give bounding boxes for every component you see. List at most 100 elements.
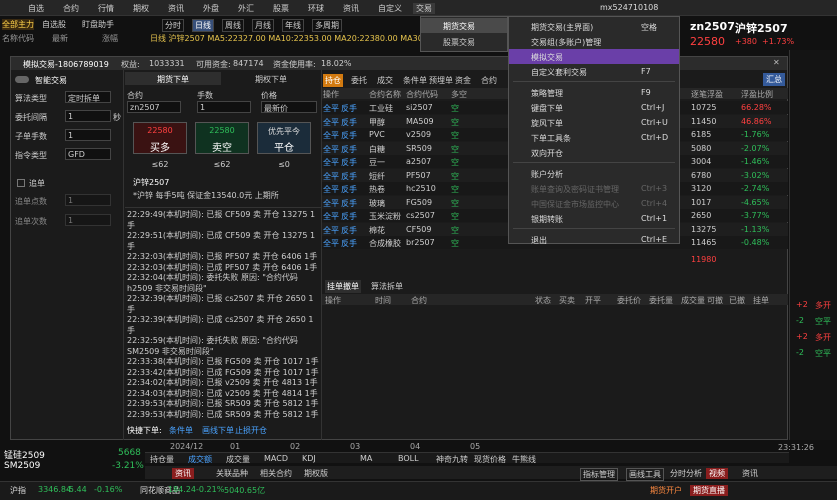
close-all-link[interactable]: 全平 — [323, 225, 339, 235]
position-tab[interactable]: 成交 — [377, 76, 393, 85]
indicator-tab[interactable]: 持仓量 — [150, 455, 174, 464]
status-link[interactable]: 期货直播 — [690, 485, 728, 496]
bottom-tab[interactable]: 期权版 — [304, 469, 328, 478]
bottom-tab[interactable]: 关联品种 — [216, 469, 248, 478]
reverse-link[interactable]: 反手 — [341, 198, 357, 208]
orders-tab[interactable]: 算法拆单 — [371, 282, 403, 291]
position-tab[interactable]: 资金 — [455, 76, 471, 85]
order-input[interactable]: 最新价 — [261, 101, 317, 113]
menu-item[interactable]: 交易 — [413, 3, 435, 14]
reverse-link[interactable]: 反手 — [341, 185, 357, 194]
period-tab[interactable]: 日线 — [192, 19, 214, 32]
order-input[interactable]: zn2507 — [127, 101, 181, 113]
close-all-link[interactable]: 全平 — [323, 158, 339, 167]
right-tab[interactable]: 分时分析 — [670, 469, 702, 478]
menu-option[interactable]: 银期转账 Ctrl+1 — [509, 211, 679, 226]
bottom-tab[interactable]: 资讯 — [172, 468, 194, 479]
menu-option[interactable]: 交易组(多账户)管理 — [509, 34, 679, 49]
close-all-link[interactable]: 全平 — [323, 171, 339, 181]
close-all-link[interactable]: 全平 — [323, 185, 339, 194]
period-tab[interactable]: 周线 — [222, 19, 244, 32]
menu-item[interactable]: 资讯 — [343, 4, 359, 13]
order-tab[interactable]: 期权下单 — [255, 75, 287, 84]
menu-option[interactable]: 中国保证金市场监控中心 Ctrl+4 — [509, 196, 679, 211]
right-tab[interactable]: 视频 — [706, 468, 728, 479]
menu-option[interactable]: 键盘下单 Ctrl+J — [509, 100, 679, 115]
toolbar-item[interactable]: 盯盘助手 — [82, 20, 114, 29]
period-tab[interactable]: 多周期 — [312, 19, 342, 32]
field-input[interactable]: 1 — [65, 129, 111, 141]
reverse-link[interactable]: 反手 — [341, 104, 357, 113]
menu-option[interactable]: 账户分析 — [509, 166, 679, 181]
indicator-tab[interactable]: 成交额 — [188, 455, 212, 464]
menu-option[interactable]: 旋风下单 Ctrl+U — [509, 115, 679, 130]
field-input[interactable]: 1 — [65, 214, 111, 226]
close-all-link[interactable]: 全平 — [323, 144, 339, 154]
reverse-link[interactable]: 反手 — [341, 212, 357, 221]
summary-button[interactable]: 汇总 — [763, 73, 785, 86]
order-button[interactable]: 优先平今 平仓 — [257, 122, 311, 154]
indicator-tab[interactable]: MA — [360, 454, 373, 463]
close-all-link[interactable]: 全平 — [323, 198, 339, 208]
bottom-tab[interactable]: 相关合约 — [260, 469, 292, 478]
menu-item[interactable]: 期权 — [133, 4, 149, 13]
period-tab[interactable]: 分时 — [162, 19, 184, 32]
reverse-link[interactable]: 反手 — [341, 131, 357, 140]
field-input[interactable]: 1 — [65, 194, 111, 206]
indicator-tab[interactable]: 现货价格 — [474, 455, 506, 464]
close-all-link[interactable]: 全平 — [323, 104, 339, 113]
close-all-link[interactable]: 全平 — [323, 212, 339, 221]
reverse-link[interactable]: 反手 — [341, 117, 357, 127]
menu-item[interactable]: 行情 — [98, 4, 114, 13]
quick-link[interactable]: 条件单 — [169, 426, 193, 435]
position-tab[interactable]: 条件单 — [403, 76, 427, 85]
field-input[interactable]: 1 — [65, 110, 111, 122]
menu-option[interactable]: 期货交易(主界面) 空格 — [509, 19, 679, 34]
quick-link[interactable]: 画线下单 — [202, 426, 234, 435]
menu-option[interactable]: 模拟交易 — [509, 49, 679, 64]
close-all-link[interactable]: 全平 — [323, 131, 339, 140]
reverse-link[interactable]: 反手 — [341, 171, 357, 181]
checkbox[interactable] — [17, 179, 25, 187]
menu-option[interactable]: 期货交易 — [421, 18, 507, 33]
tool-button[interactable]: 指标管理 — [580, 468, 618, 481]
menu-item[interactable]: 合约 — [63, 4, 79, 13]
close-all-link[interactable]: 全平 — [323, 239, 339, 248]
position-tab[interactable]: 持仓 — [323, 74, 343, 87]
menu-option[interactable]: 自定义套利交易 F7 — [509, 64, 679, 79]
tool-button[interactable]: 画线工具 — [626, 468, 664, 481]
order-tab[interactable]: 期货下单 — [125, 72, 221, 85]
status-link[interactable]: 期货开户 — [650, 486, 682, 495]
indicator-tab[interactable]: BOLL — [398, 454, 419, 463]
position-tab[interactable]: 预埋单 — [429, 76, 453, 85]
menu-option[interactable]: 退出 Ctrl+E — [509, 232, 679, 247]
quick-link[interactable]: 止损开仓 — [235, 426, 267, 435]
menu-item[interactable]: 自选 — [28, 4, 44, 13]
toolbar-item[interactable]: 全部主力 — [2, 19, 34, 30]
menu-option[interactable]: 股票交易 — [443, 38, 475, 47]
menu-item[interactable]: 环球 — [308, 4, 324, 13]
menu-option[interactable]: 双向开仓 — [509, 145, 679, 160]
indicator-tab[interactable]: MACD — [264, 454, 288, 463]
menu-item[interactable]: 资讯 — [168, 4, 184, 13]
toolbar-item[interactable]: 自选股 — [42, 20, 66, 29]
menu-item[interactable]: 外汇 — [238, 4, 254, 13]
close-all-link[interactable]: 全平 — [323, 117, 339, 127]
reverse-link[interactable]: 反手 — [341, 239, 357, 248]
indicator-tab[interactable]: 神奇九转 — [436, 455, 468, 464]
position-tab[interactable]: 合约 — [481, 76, 497, 85]
close-button[interactable]: ✕ — [773, 58, 780, 67]
reverse-link[interactable]: 反手 — [341, 158, 357, 167]
menu-option[interactable]: 策略管理 F9 — [509, 85, 679, 100]
orders-tab[interactable]: 挂单撤单 — [325, 280, 361, 293]
reverse-link[interactable]: 反手 — [341, 225, 357, 235]
menu-item[interactable]: 外盘 — [203, 4, 219, 13]
period-tab[interactable]: 月线 — [252, 19, 274, 32]
menu-option[interactable]: 账单查询及密码证书管理 Ctrl+3 — [509, 181, 679, 196]
menu-item[interactable]: 自定义 — [378, 4, 402, 13]
menu-option[interactable]: 下单工具条 Ctrl+D — [509, 130, 679, 145]
menu-item[interactable]: 股票 — [273, 4, 289, 13]
order-button[interactable]: 22580 卖空 — [195, 122, 249, 154]
right-tab[interactable]: 资讯 — [742, 469, 758, 478]
period-tab[interactable]: 年线 — [282, 19, 304, 32]
